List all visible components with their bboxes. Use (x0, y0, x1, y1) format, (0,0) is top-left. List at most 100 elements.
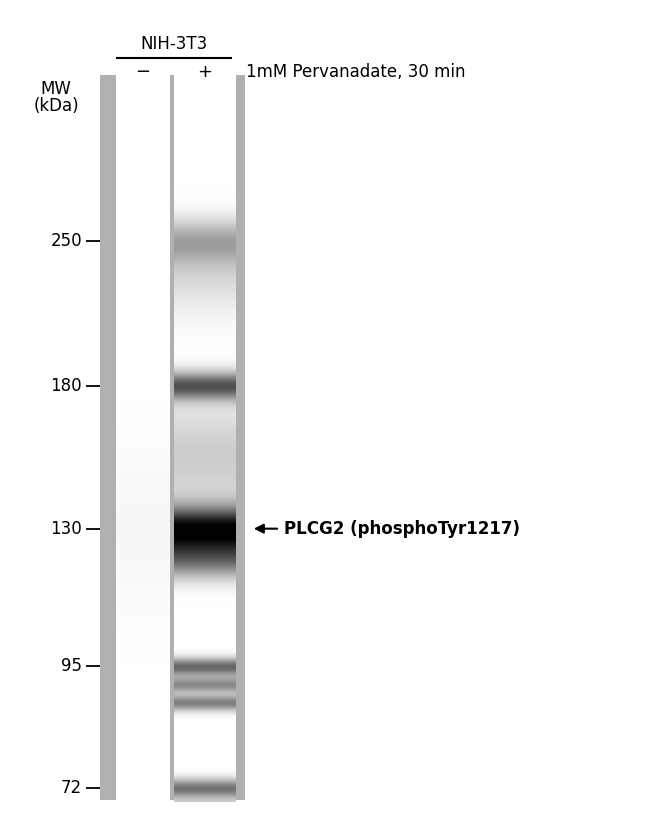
Bar (116, 617, 170, 619)
Bar (116, 533, 170, 535)
Bar (116, 711, 170, 713)
Bar (116, 439, 170, 441)
Bar (174, 491, 236, 493)
Bar (174, 289, 236, 291)
Bar (174, 641, 236, 643)
Bar (116, 77, 170, 78)
Bar (174, 349, 236, 350)
Bar (116, 578, 170, 579)
Bar (116, 136, 170, 138)
Bar (174, 521, 236, 522)
Bar (174, 624, 236, 625)
Bar (116, 229, 170, 231)
Bar (174, 523, 236, 525)
Bar (116, 737, 170, 738)
Bar (174, 543, 236, 545)
Bar (174, 452, 236, 453)
Bar (174, 692, 236, 694)
Bar (116, 184, 170, 185)
Bar (116, 346, 170, 348)
Bar (174, 726, 236, 728)
Bar (116, 528, 170, 530)
Bar (116, 505, 170, 507)
Bar (174, 227, 236, 228)
Bar (116, 784, 170, 785)
Bar (174, 130, 236, 132)
Bar (174, 467, 236, 469)
Bar (116, 413, 170, 414)
Bar (116, 511, 170, 513)
Bar (174, 721, 236, 723)
Bar (174, 316, 236, 317)
Bar (174, 411, 236, 413)
Bar (174, 205, 236, 207)
Bar (116, 162, 170, 164)
Bar (116, 409, 170, 410)
Bar (116, 438, 170, 439)
Bar (116, 709, 170, 710)
Bar (174, 203, 236, 204)
Bar (116, 795, 170, 797)
Bar (174, 117, 236, 119)
Bar (116, 181, 170, 183)
Bar (174, 708, 236, 709)
Bar (116, 311, 170, 312)
Bar (116, 139, 170, 141)
Bar (174, 672, 236, 673)
Bar (116, 197, 170, 199)
Bar (116, 131, 170, 133)
Bar (174, 608, 236, 610)
Bar (174, 464, 236, 466)
Bar (174, 648, 236, 649)
Bar (116, 137, 170, 138)
Bar (116, 86, 170, 87)
Bar (174, 220, 236, 222)
Bar (174, 346, 236, 348)
Bar (116, 786, 170, 788)
Bar (174, 439, 236, 441)
Bar (174, 200, 236, 202)
Bar (174, 402, 236, 404)
Bar (174, 705, 236, 707)
Bar (116, 220, 170, 222)
Bar (116, 529, 170, 531)
Bar (116, 461, 170, 462)
Bar (174, 273, 236, 274)
Bar (174, 466, 236, 467)
Bar (116, 160, 170, 162)
Bar (116, 738, 170, 740)
Bar (116, 448, 170, 450)
Bar (116, 489, 170, 490)
Bar (174, 428, 236, 429)
Bar (116, 748, 170, 750)
Bar (174, 328, 236, 330)
Bar (116, 669, 170, 671)
Bar (116, 627, 170, 629)
Bar (116, 720, 170, 722)
Bar (174, 493, 236, 494)
Bar (116, 608, 170, 610)
Bar (116, 628, 170, 630)
Bar (174, 769, 236, 770)
Bar (116, 269, 170, 270)
Bar (116, 651, 170, 653)
Bar (116, 789, 170, 790)
Bar (116, 316, 170, 317)
Bar (174, 781, 236, 783)
Bar (174, 382, 236, 384)
Bar (116, 102, 170, 104)
Bar (116, 158, 170, 160)
Bar (116, 606, 170, 607)
Bar (116, 568, 170, 569)
Bar (174, 793, 236, 794)
Bar (116, 382, 170, 384)
Bar (116, 636, 170, 638)
Bar (174, 699, 236, 700)
Bar (116, 155, 170, 157)
Bar (116, 305, 170, 307)
Bar (174, 671, 236, 672)
Bar (116, 554, 170, 555)
Bar (116, 318, 170, 320)
Bar (116, 707, 170, 709)
Bar (174, 566, 236, 568)
